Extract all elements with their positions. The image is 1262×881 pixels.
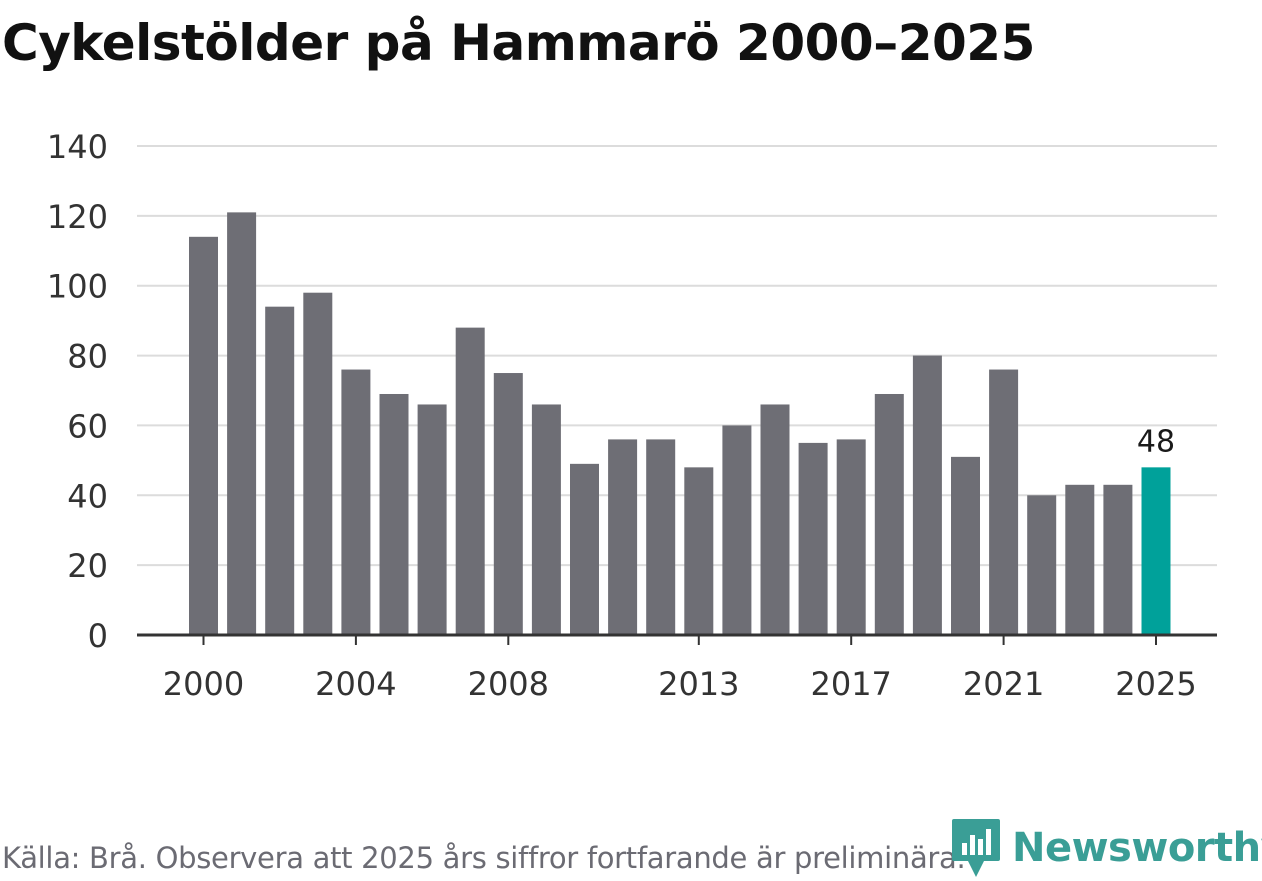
x-tick-label: 2017 bbox=[810, 665, 891, 703]
x-tick-label: 2013 bbox=[658, 665, 739, 703]
bar bbox=[608, 439, 638, 635]
data-label: 48 bbox=[1137, 424, 1175, 459]
bar bbox=[1065, 484, 1095, 635]
bar bbox=[341, 369, 371, 635]
x-tick-label: 2021 bbox=[963, 665, 1044, 703]
y-tick-label: 40 bbox=[67, 477, 108, 515]
bar bbox=[722, 425, 752, 635]
bar bbox=[1103, 484, 1133, 635]
bar-highlighted bbox=[1141, 467, 1171, 635]
newsworthy-logo-icon bbox=[952, 819, 1000, 877]
y-tick-label: 60 bbox=[67, 407, 108, 445]
bar bbox=[798, 442, 828, 635]
y-tick-label: 80 bbox=[67, 338, 108, 376]
bar bbox=[684, 467, 714, 635]
y-tick-label: 20 bbox=[67, 547, 108, 585]
x-tick-label: 2008 bbox=[468, 665, 549, 703]
bars bbox=[189, 212, 1171, 636]
y-tick-label: 120 bbox=[47, 198, 108, 236]
bar bbox=[227, 212, 257, 635]
bar bbox=[1027, 495, 1057, 635]
bar bbox=[455, 327, 485, 635]
data-labels: 48 bbox=[1137, 424, 1175, 459]
y-tick-label: 0 bbox=[88, 617, 108, 655]
bar bbox=[912, 355, 942, 635]
bar bbox=[836, 439, 866, 635]
bar bbox=[379, 393, 409, 635]
newsworthy-logo: Newsworthy bbox=[950, 815, 1262, 881]
bar bbox=[989, 369, 1019, 635]
logo-wordmark: Newsworthy bbox=[1012, 825, 1262, 871]
x-axis-ticks: 2000 2004 2008 2013 2017 2021 2025 bbox=[163, 635, 1197, 703]
bar bbox=[531, 404, 561, 635]
bar bbox=[493, 373, 523, 635]
bar bbox=[760, 404, 790, 635]
bar bbox=[417, 404, 447, 635]
x-tick-label: 2000 bbox=[163, 665, 244, 703]
x-tick-label: 2004 bbox=[315, 665, 396, 703]
y-tick-label: 100 bbox=[47, 268, 108, 306]
bar bbox=[874, 393, 904, 635]
x-tick-label: 2025 bbox=[1115, 665, 1196, 703]
bar bbox=[189, 236, 218, 636]
bar bbox=[303, 292, 333, 635]
bar bbox=[646, 439, 676, 635]
bar bbox=[951, 456, 980, 635]
bar bbox=[265, 306, 295, 635]
bar bbox=[570, 463, 599, 635]
y-axis-ticks: 0 20 40 60 80 100 120 140 bbox=[47, 128, 108, 655]
source-note: Källa: Brå. Observera att 2025 års siffr… bbox=[2, 841, 966, 875]
y-tick-label: 140 bbox=[47, 128, 108, 166]
chart-title: Cykelstölder på Hammarö 2000–2025 bbox=[2, 14, 1035, 72]
